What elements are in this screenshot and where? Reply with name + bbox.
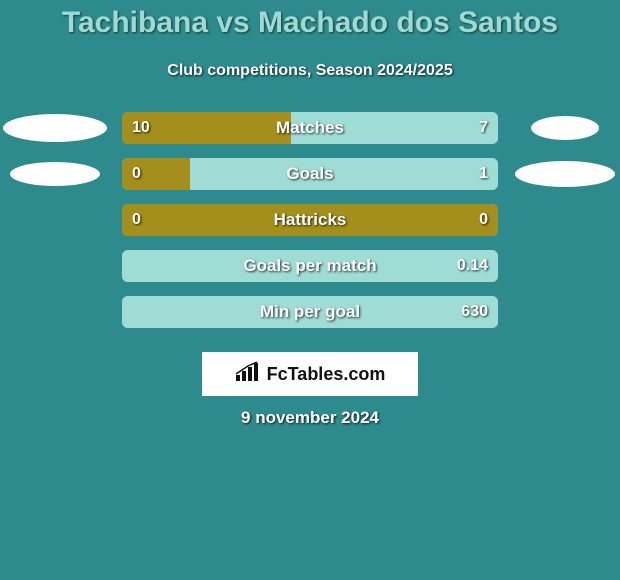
stat-label: Min per goal xyxy=(122,296,498,328)
stat-label: Hattricks xyxy=(122,204,498,236)
stat-bar: Min per goal630 xyxy=(122,296,498,328)
comparison-title: Tachibana vs Machado dos Santos xyxy=(0,6,620,40)
bar-chart-icon xyxy=(235,361,261,388)
stat-value-right: 0.14 xyxy=(457,250,488,282)
left-side-slot xyxy=(0,289,110,335)
stat-bar: Goals per match0.14 xyxy=(122,250,498,282)
stat-value-right: 0 xyxy=(479,204,488,236)
stat-value-left: 10 xyxy=(132,112,150,144)
stat-bar: Goals0 1 xyxy=(122,158,498,190)
snapshot-date: 9 november 2024 xyxy=(0,408,620,428)
player-ellipse-right xyxy=(515,161,615,187)
right-side-slot xyxy=(510,105,620,151)
stat-row: Hattricks0 0 xyxy=(0,197,620,243)
player-ellipse-left xyxy=(10,162,100,186)
site-logo-text: FcTables.com xyxy=(267,364,386,385)
stat-bar: Matches10 7 xyxy=(122,112,498,144)
stat-value-left: 0 xyxy=(132,158,141,190)
left-side-slot xyxy=(0,197,110,243)
right-side-slot xyxy=(510,151,620,197)
stat-value-right: 1 xyxy=(479,158,488,190)
stat-row: Goals0 1 xyxy=(0,151,620,197)
right-side-slot xyxy=(510,289,620,335)
right-side-slot xyxy=(510,243,620,289)
player-ellipse-right xyxy=(531,116,599,140)
player-ellipse-left xyxy=(3,114,107,142)
stat-value-right: 630 xyxy=(461,296,488,328)
stat-row: Min per goal630 xyxy=(0,289,620,335)
stat-value-left: 0 xyxy=(132,204,141,236)
stat-label: Matches xyxy=(122,112,498,144)
stat-row: Goals per match0.14 xyxy=(0,243,620,289)
left-side-slot xyxy=(0,151,110,197)
comparison-subtitle: Club competitions, Season 2024/2025 xyxy=(0,62,620,80)
left-side-slot xyxy=(0,243,110,289)
right-side-slot xyxy=(510,197,620,243)
stat-label: Goals per match xyxy=(122,250,498,282)
stat-value-right: 7 xyxy=(479,112,488,144)
left-side-slot xyxy=(0,105,110,151)
stat-row: Matches10 7 xyxy=(0,105,620,151)
stat-rows: Matches107Goals01Hattricks00Goals per ma… xyxy=(0,105,620,335)
stat-bar: Hattricks0 0 xyxy=(122,204,498,236)
stat-label: Goals xyxy=(122,158,498,190)
site-logo: FcTables.com xyxy=(202,352,418,396)
